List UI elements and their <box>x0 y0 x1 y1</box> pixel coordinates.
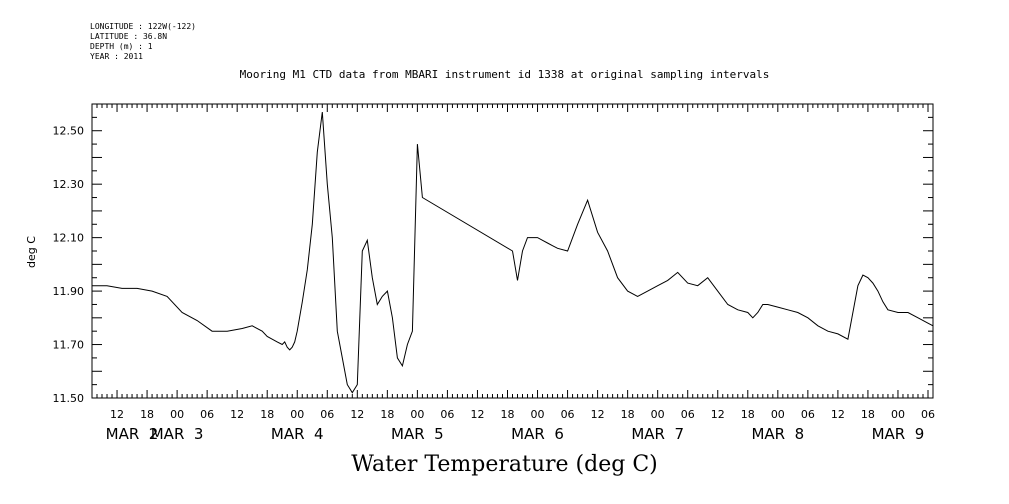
date-label: MAR 8 <box>751 425 804 443</box>
x-tick-label: 00 <box>170 408 184 421</box>
date-label: MAR 5 <box>391 425 444 443</box>
date-label: MAR 6 <box>511 425 564 443</box>
x-tick-label: 12 <box>470 408 484 421</box>
date-label: MAR 2 <box>106 425 159 443</box>
y-tick-label: 11.50 <box>53 392 85 405</box>
x-tick-label: 06 <box>320 408 334 421</box>
x-tick-label: 06 <box>440 408 454 421</box>
y-tick-label: 12.10 <box>53 232 85 245</box>
y-tick-label: 12.50 <box>53 125 85 138</box>
x-tick-label: 06 <box>921 408 935 421</box>
date-label: MAR 3 <box>151 425 204 443</box>
x-tick-label: 12 <box>831 408 845 421</box>
date-label: MAR 4 <box>271 425 324 443</box>
x-tick-label: 06 <box>681 408 695 421</box>
x-tick-label: 12 <box>110 408 124 421</box>
date-label: MAR 9 <box>872 425 925 443</box>
x-tick-label: 18 <box>500 408 514 421</box>
x-tick-label: 06 <box>801 408 815 421</box>
bottom-title: Water Temperature (deg C) <box>351 452 658 477</box>
x-tick-label: 00 <box>290 408 304 421</box>
x-tick-label: 18 <box>260 408 274 421</box>
x-tick-label: 18 <box>380 408 394 421</box>
x-tick-label: 06 <box>561 408 575 421</box>
metadata-block: LONGITUDE : 122W(-122) LATITUDE : 36.8N … <box>90 22 196 62</box>
x-tick-label: 00 <box>651 408 665 421</box>
x-tick-label: 12 <box>350 408 364 421</box>
y-axis-label: deg C <box>25 236 38 268</box>
longitude-label: LONGITUDE : 122W(-122) <box>90 22 196 31</box>
x-tick-label: 12 <box>711 408 725 421</box>
depth-label: DEPTH (m) : 1 <box>90 42 153 51</box>
x-tick-label: 00 <box>771 408 785 421</box>
y-axis: 11.50 11.70 11.90 12.10 12.30 12.50 <box>53 103 933 405</box>
x-tick-label: 18 <box>140 408 154 421</box>
x-tick-label: 12 <box>591 408 605 421</box>
x-tick-label: 00 <box>891 408 905 421</box>
y-tick-label: 12.30 <box>53 178 85 191</box>
x-tick-label: 06 <box>200 408 214 421</box>
x-tick-label: 18 <box>621 408 635 421</box>
x-axis: 12 18 00 06 12 18 00 06 12 18 00 06 12 18 00 06 12 18 00 06… <box>91 104 935 443</box>
y-tick-label: 11.90 <box>53 285 85 298</box>
year-label: YEAR : 2011 <box>90 52 143 61</box>
temperature-series-line <box>92 111 934 394</box>
x-tick-label: 18 <box>861 408 875 421</box>
x-tick-label: 00 <box>531 408 545 421</box>
x-tick-label: 18 <box>741 408 755 421</box>
x-tick-label: 12 <box>230 408 244 421</box>
x-tick-label: 00 <box>410 408 424 421</box>
date-label: MAR 7 <box>631 425 684 443</box>
latitude-label: LATITUDE : 36.8N <box>90 32 168 41</box>
y-tick-label: 11.70 <box>53 339 85 352</box>
chart-title: Mooring M1 CTD data from MBARI instrumen… <box>239 68 770 81</box>
